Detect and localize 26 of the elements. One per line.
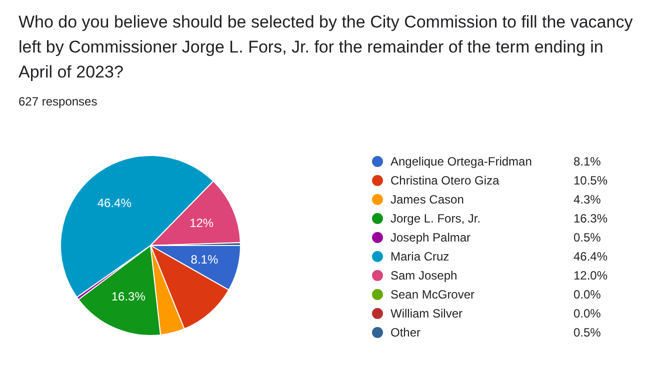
- data-label: 10.5%: [574, 174, 608, 188]
- legend-label: Sam Joseph: [390, 268, 458, 282]
- text: 0.0%: [574, 306, 601, 320]
- text: 46.4%: [574, 250, 608, 264]
- data-label: 46.4%: [97, 196, 132, 210]
- legend-label: William Silver: [390, 306, 463, 320]
- text: 0.0%: [574, 288, 601, 302]
- data-label: 12.0%: [574, 268, 608, 282]
- data-label: 0.5%: [574, 326, 602, 340]
- legend-label: Christina Otero Giza: [390, 174, 500, 188]
- text: 16.3%: [574, 212, 608, 226]
- legend-label: Angelique Ortega-Fridman: [390, 154, 532, 168]
- legend-label: Other: [390, 326, 421, 340]
- legend-label: Jorge L. Fors, Jr.: [390, 212, 481, 226]
- data-label: 8.1%: [190, 252, 218, 267]
- chart-subtitle: 627 responses: [18, 94, 98, 108]
- text: 12%: [190, 216, 214, 230]
- legend-label: James Cason: [390, 192, 464, 206]
- chart-title: Who do you believe should be selected by the City Commission to fill the vacancy left by Commissioner Jorge L. Fors, Jr. for the remainder of the term ending in April of 2023?: [18, 12, 634, 82]
- legend-label: Maria Cruz: [390, 250, 450, 264]
- data-label: 16.3%: [111, 290, 146, 304]
- legend-label: Sean McGrover: [390, 288, 475, 302]
- data-label: 0.5%: [574, 230, 602, 244]
- text: 8.1%: [574, 154, 601, 168]
- legend-label: Joseph Palmar: [390, 230, 471, 244]
- data-label: 4.3%: [574, 192, 602, 206]
